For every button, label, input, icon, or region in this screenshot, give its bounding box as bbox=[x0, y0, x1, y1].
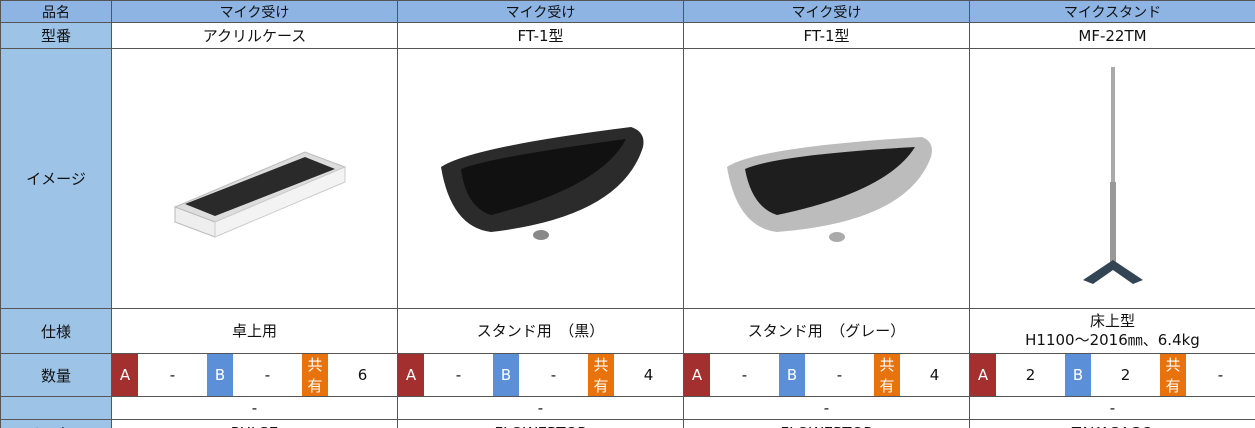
cell: アクリルケース bbox=[111, 22, 398, 49]
row-label: 仕様 bbox=[0, 308, 112, 354]
row-label: イメージ bbox=[0, 48, 112, 309]
quantity-key: A bbox=[970, 354, 996, 396]
row-label: メーカー bbox=[0, 419, 112, 428]
quantity-value: - bbox=[836, 366, 843, 384]
quantity-key: A bbox=[112, 354, 138, 396]
spec-line: スタンド用 （黒） bbox=[476, 321, 605, 340]
spec-line: 卓上用 bbox=[231, 321, 277, 340]
quantity-key: 共有 bbox=[874, 354, 900, 396]
quantity-value: 4 bbox=[643, 366, 654, 384]
cell: マイク受け bbox=[397, 0, 684, 23]
table-row: 数量 A - B - 共有 6 A - B - 共有 4 A - B - 共有 4 A 2 B 2 共有 - bbox=[0, 353, 1255, 397]
image-cell bbox=[969, 48, 1255, 309]
product-image bbox=[726, 136, 932, 242]
quantity-value: 6 bbox=[357, 366, 368, 384]
cell: PULSE bbox=[111, 419, 398, 428]
cell: MF-22TM bbox=[969, 22, 1255, 49]
cell: スタンド用 （黒） bbox=[397, 308, 684, 354]
table-row: メーカーPULSEFLOWERTOPFLOWERTOPTAKASAGO bbox=[0, 419, 1255, 428]
table-row: イメージ bbox=[0, 48, 1255, 309]
quantity: A - B - 共有 4 bbox=[398, 354, 683, 396]
cell: マイク受け bbox=[683, 0, 970, 23]
quantity-key: A bbox=[398, 354, 424, 396]
quantity-value: - bbox=[550, 366, 557, 384]
quantity-key: B bbox=[779, 354, 805, 396]
row-label: 型番 bbox=[0, 22, 112, 49]
cell: FLOWERTOP bbox=[397, 419, 684, 428]
product-image bbox=[440, 126, 643, 240]
table-row: 仕様 卓上用 スタンド用 （黒） スタンド用 （グレー） 床上型 H1100～2016㎜、… bbox=[0, 308, 1255, 354]
quantity-value: - bbox=[1217, 366, 1224, 384]
quantity-value: - bbox=[264, 366, 271, 384]
quantity-value: - bbox=[741, 366, 748, 384]
product-image bbox=[173, 150, 346, 238]
row-label: 数量 bbox=[0, 353, 112, 397]
spec-line: 床上型 bbox=[1089, 312, 1135, 330]
quantity-value: 2 bbox=[1025, 366, 1036, 384]
cell: - bbox=[969, 396, 1255, 420]
cell: マイク受け bbox=[111, 0, 398, 23]
spec-line: スタンド用 （グレー） bbox=[747, 321, 906, 340]
cell: FT-1型 bbox=[397, 22, 684, 49]
quantity-cell: A - B - 共有 6 bbox=[111, 353, 398, 397]
quantity-key: B bbox=[493, 354, 519, 396]
cell: - bbox=[683, 396, 970, 420]
cell: スタンド用 （グレー） bbox=[683, 308, 970, 354]
cell: FT-1型 bbox=[683, 22, 970, 49]
quantity-key: B bbox=[1065, 354, 1091, 396]
quantity-key: B bbox=[207, 354, 233, 396]
spec-line: H1100～2016㎜、6.4kg bbox=[1025, 331, 1200, 349]
quantity-value: - bbox=[169, 366, 176, 384]
table-row: 品名 マイク受け マイク受け マイク受け マイクスタンド bbox=[0, 0, 1255, 23]
quantity-key: 共有 bbox=[302, 354, 328, 396]
cell: - bbox=[111, 396, 398, 420]
quantity-cell: A - B - 共有 4 bbox=[397, 353, 684, 397]
product-image bbox=[1082, 66, 1143, 284]
cell: - bbox=[397, 396, 684, 420]
cell: FLOWERTOP bbox=[683, 419, 970, 428]
cell: 卓上用 bbox=[111, 308, 398, 354]
image-cell bbox=[111, 48, 398, 309]
quantity: A - B - 共有 6 bbox=[112, 354, 397, 396]
quantity-key: 共有 bbox=[588, 354, 614, 396]
cell: マイクスタンド bbox=[969, 0, 1255, 23]
quantity-value: 2 bbox=[1120, 366, 1131, 384]
quantity: A 2 B 2 共有 - bbox=[970, 354, 1255, 396]
row-label: 品名 bbox=[0, 0, 112, 23]
cell: 床上型 H1100～2016㎜、6.4kg bbox=[969, 308, 1255, 354]
table-row: ---- bbox=[0, 396, 1255, 420]
image-cell bbox=[397, 48, 684, 309]
cell: TAKASAGO bbox=[969, 419, 1255, 428]
image-cell bbox=[683, 48, 970, 309]
quantity-key: 共有 bbox=[1160, 354, 1186, 396]
quantity-cell: A 2 B 2 共有 - bbox=[969, 353, 1255, 397]
quantity: A - B - 共有 4 bbox=[684, 354, 969, 396]
quantity-value: 4 bbox=[929, 366, 940, 384]
quantity-key: A bbox=[684, 354, 710, 396]
row-label bbox=[0, 396, 112, 420]
table-row: 型番 アクリルケース FT-1型 FT-1型 MF-22TM bbox=[0, 22, 1255, 49]
quantity-value: - bbox=[455, 366, 462, 384]
quantity-cell: A - B - 共有 4 bbox=[683, 353, 970, 397]
